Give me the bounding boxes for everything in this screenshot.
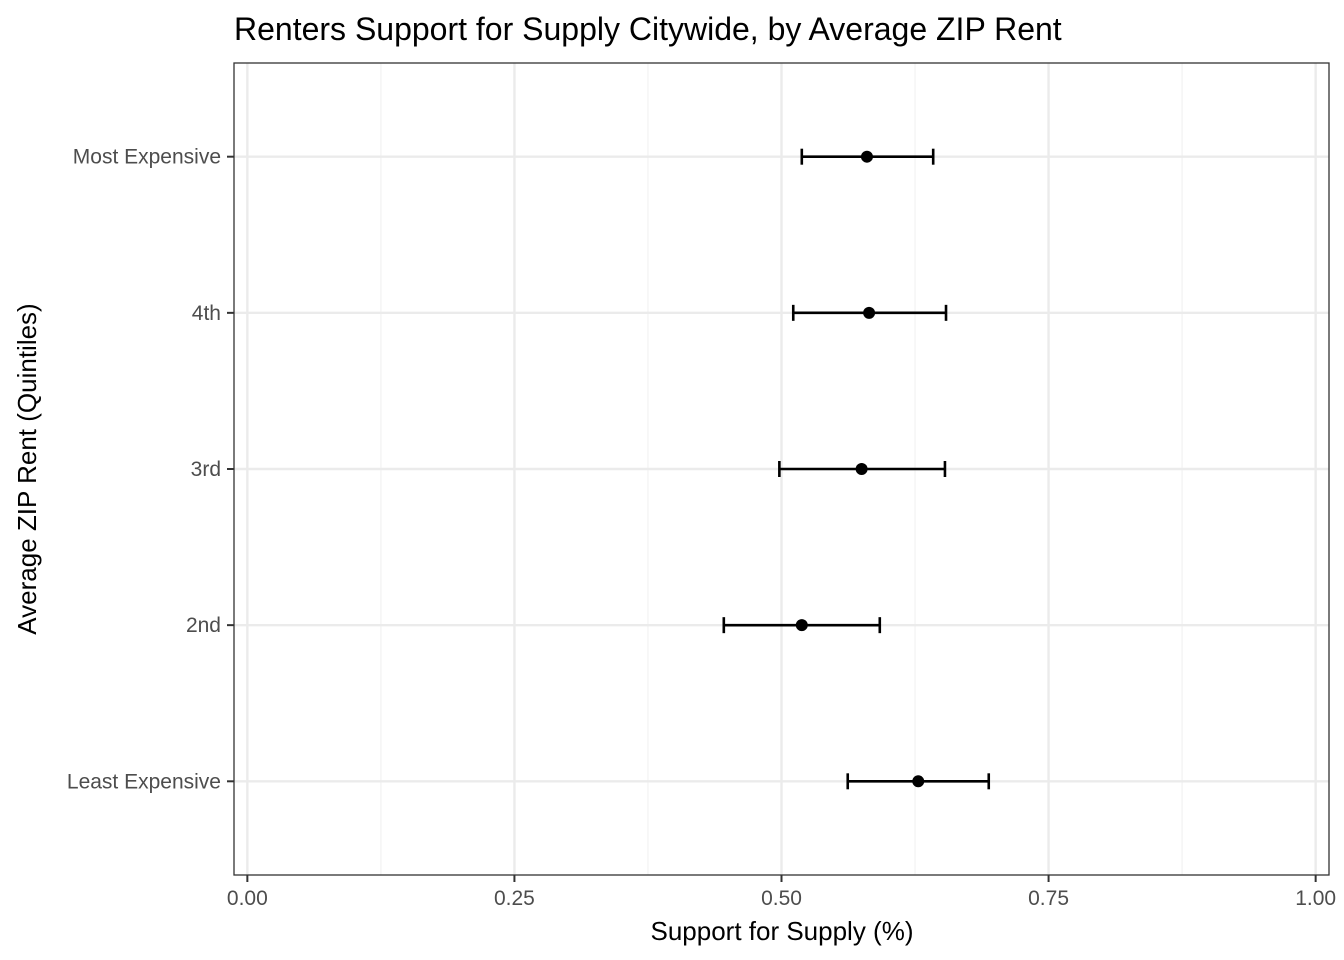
x-tick-label: 0.75	[1028, 887, 1069, 910]
x-axis-title: Support for Supply (%)	[650, 916, 913, 946]
y-tick-label: Most Expensive	[73, 146, 221, 169]
y-tick-label: Least Expensive	[67, 770, 221, 793]
data-point	[855, 463, 868, 475]
estimate-group	[778, 461, 947, 477]
chart-title: Renters Support for Supply Citywide, by …	[234, 11, 1062, 47]
y-tick-label: 2nd	[186, 614, 221, 637]
x-tick-label: 0.25	[494, 887, 535, 910]
data-point	[860, 150, 873, 163]
x-axis: 0.00 0.25 0.50 0.75 1.00	[227, 875, 1336, 910]
y-tick-label: 4th	[192, 302, 221, 325]
data-marks	[722, 148, 991, 790]
y-tick-label: 3rd	[191, 458, 221, 481]
plot-panel	[233, 62, 1330, 876]
x-tick-label: 0.50	[761, 887, 802, 910]
estimate-group	[791, 304, 948, 321]
y-axis: Least Expensive 2nd 3rd 4th Most Expensive	[67, 146, 234, 793]
estimate-group	[722, 617, 882, 634]
data-point	[912, 775, 925, 788]
x-tick-label: 0.00	[227, 887, 268, 910]
data-point	[863, 306, 876, 319]
y-axis-title: Average ZIP Rent (Quintiles)	[12, 303, 42, 634]
major-gridlines	[234, 63, 1329, 875]
estimate-group	[846, 773, 991, 790]
x-tick-label: 1.00	[1295, 887, 1336, 910]
estimate-group	[800, 148, 935, 165]
data-point	[795, 619, 808, 632]
